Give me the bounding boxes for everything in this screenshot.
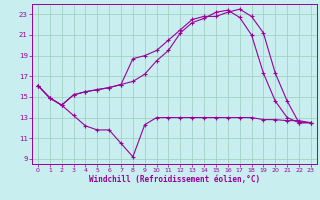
- X-axis label: Windchill (Refroidissement éolien,°C): Windchill (Refroidissement éolien,°C): [89, 175, 260, 184]
